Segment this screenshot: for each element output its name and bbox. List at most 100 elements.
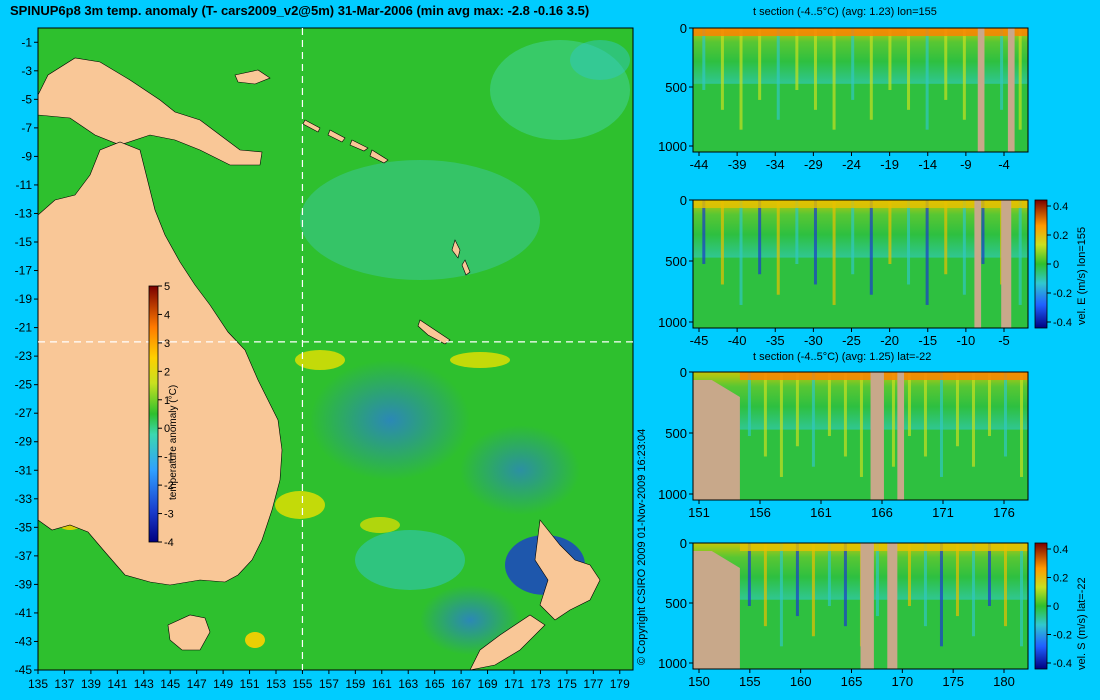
section-streak xyxy=(907,372,911,436)
lon-tick-label: 159 xyxy=(345,677,365,691)
lon-tick-label: 179 xyxy=(610,677,630,691)
velocity-colorbar xyxy=(1034,199,1048,329)
section-streak xyxy=(763,372,767,457)
section-streak xyxy=(720,200,724,285)
depth-tick-label: 500 xyxy=(665,254,687,269)
section-streak xyxy=(739,200,743,305)
lon-tick-label: 167 xyxy=(451,677,471,691)
section-streak xyxy=(795,200,799,264)
lat-tick-label: -45 xyxy=(15,663,33,677)
lat-tick-label: -5 xyxy=(21,92,32,106)
section-x-tick-label: -25 xyxy=(842,333,861,348)
lat-tick-label: -41 xyxy=(15,606,33,620)
section-streak xyxy=(1018,28,1022,130)
australia xyxy=(38,141,283,586)
velocity-colorbar-tick-label: -0.4 xyxy=(1053,317,1072,329)
section-streak xyxy=(875,543,879,617)
section-x-tick-label: -5 xyxy=(998,333,1010,348)
section-streak xyxy=(907,200,911,285)
new-zealand-north xyxy=(534,519,601,621)
section-streak xyxy=(747,543,751,606)
section-frame xyxy=(692,199,1029,329)
colorbar-tick-label: 0 xyxy=(164,423,170,435)
section-streak xyxy=(869,28,873,120)
section-land-column xyxy=(974,200,982,328)
section-surface-band xyxy=(693,28,1028,36)
section-streak xyxy=(776,28,780,120)
section-streak xyxy=(747,372,751,436)
lat-tick-label: -33 xyxy=(15,492,33,506)
depth-tick-label: 500 xyxy=(665,426,687,441)
depth-tick-label: 0 xyxy=(680,193,687,208)
colorbar-label: temperature anomaly (°C) xyxy=(168,384,179,500)
section-x-tick-label: -35 xyxy=(766,333,785,348)
lat-tick-label: -31 xyxy=(15,463,33,477)
section-x-tick-label: -15 xyxy=(918,333,937,348)
lon-tick-label: 147 xyxy=(187,677,207,691)
lat-tick-label: -27 xyxy=(15,406,33,420)
velocity-colorbar-tick-label: -0.2 xyxy=(1053,630,1072,642)
section-x-tick-label: -34 xyxy=(766,157,785,172)
section-x-tick-label: -4 xyxy=(998,157,1010,172)
section-x-tick-label: 175 xyxy=(942,674,964,689)
temperature-colorbar xyxy=(148,285,159,543)
lon-tick-label: 165 xyxy=(425,677,445,691)
section-x-tick-label: -39 xyxy=(728,157,747,172)
copyright-text: © Copyright CSIRO 2009 01-Nov-2009 16:23… xyxy=(636,428,648,665)
depth-tick-label: 0 xyxy=(680,365,687,380)
section-streak xyxy=(827,543,831,606)
velocity-colorbar-tick-label: -0.4 xyxy=(1053,658,1072,670)
section-streak xyxy=(888,200,892,264)
section-x-tick-label: -24 xyxy=(842,157,861,172)
section-streak xyxy=(795,543,799,617)
colorbar-tick-label: 5 xyxy=(164,281,170,293)
section-x-tick-label: -44 xyxy=(690,157,709,172)
map-panel: 5 4 3 2 1 0 -1 -2 -3 -4 -1 -3 -5 -7 -9 -11 -13 -15 -17 -19… xyxy=(15,27,634,691)
section-x-tick-label: -10 xyxy=(956,333,975,348)
lon-tick-label: 141 xyxy=(107,677,127,691)
panel-1-title: t section (-4..5°C) (avg: 1.23) lon=155 xyxy=(753,6,937,18)
section-streak xyxy=(888,28,892,90)
section-streak xyxy=(939,543,943,647)
lat-tick-label: -23 xyxy=(15,349,33,363)
colorbar-tick-label: -3 xyxy=(164,509,174,521)
section-x-tick-label: -14 xyxy=(918,157,937,172)
lon-tick-label: 149 xyxy=(213,677,233,691)
section-streak xyxy=(1000,28,1004,110)
section-x-tick-label: 151 xyxy=(688,505,710,520)
depth-tick-label: 1000 xyxy=(658,656,687,671)
solomon-islands xyxy=(302,119,389,164)
lon-tick-label: 177 xyxy=(583,677,603,691)
velocity-colorbar-tick-label: 0.4 xyxy=(1053,201,1068,213)
section-streak xyxy=(758,28,762,100)
vanuatu xyxy=(451,239,471,276)
section-x-tick-label: 161 xyxy=(810,505,832,520)
lat-tick-label: -3 xyxy=(21,64,32,78)
lon-tick-label: 151 xyxy=(240,677,260,691)
panel-3-title: t section (-4..5°C) (avg: 1.25) lat=-22 xyxy=(753,351,932,363)
section-streak xyxy=(869,200,873,295)
section-streak xyxy=(739,28,743,130)
velocity-colorbar xyxy=(1034,542,1048,670)
lon-tick-label: 173 xyxy=(530,677,550,691)
section-streak xyxy=(702,28,706,90)
lat-axis: -1 -3 -5 -7 -9 -11 -13 -15 -17 -19 -21 -23 -25 -27 -29… xyxy=(15,35,38,677)
section-streak xyxy=(795,372,799,447)
section-streak xyxy=(939,372,943,477)
colorbar-ticks: 5 4 3 2 1 0 -1 -2 -3 -4 xyxy=(158,281,174,549)
depth-tick-label: 1000 xyxy=(658,139,687,154)
section-x-tick-label: -9 xyxy=(960,157,972,172)
section-streak xyxy=(955,372,959,447)
lon-tick-label: 175 xyxy=(557,677,577,691)
new-caledonia xyxy=(417,319,451,345)
velocity-colorbar-tick-label: 0 xyxy=(1053,601,1059,613)
section-x-tick-label: 180 xyxy=(993,674,1015,689)
lon-tick-label: 153 xyxy=(266,677,286,691)
lon-tick-label: 143 xyxy=(134,677,154,691)
lon-tick-label: 139 xyxy=(81,677,101,691)
section-x-tick-label: 155 xyxy=(739,674,761,689)
section-streak xyxy=(971,372,975,467)
lon-tick-label: 161 xyxy=(372,677,392,691)
